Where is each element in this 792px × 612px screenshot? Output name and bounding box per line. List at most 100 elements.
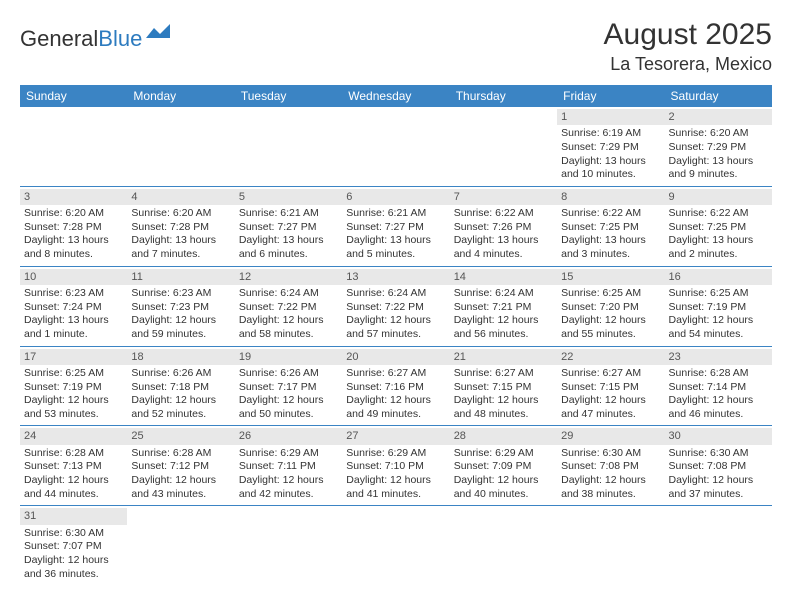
daylight-text: Daylight: 12 hours	[454, 394, 553, 408]
day-cell: 17Sunrise: 6:25 AMSunset: 7:19 PMDayligh…	[20, 347, 127, 426]
sunset-text: Sunset: 7:28 PM	[131, 221, 230, 235]
logo: GeneralBlue	[20, 26, 174, 52]
daylight-text: and 54 minutes.	[669, 328, 768, 342]
month-title: August 2025	[604, 18, 772, 52]
sunset-text: Sunset: 7:26 PM	[454, 221, 553, 235]
day-number: 31	[20, 508, 127, 524]
day-number: 8	[557, 189, 664, 205]
daylight-text: Daylight: 13 hours	[669, 155, 768, 169]
sunrise-text: Sunrise: 6:20 AM	[24, 207, 123, 221]
daylight-text: and 49 minutes.	[346, 408, 445, 422]
empty-cell	[342, 506, 449, 585]
daylight-text: and 2 minutes.	[669, 248, 768, 262]
sunrise-text: Sunrise: 6:22 AM	[454, 207, 553, 221]
sunset-text: Sunset: 7:12 PM	[131, 460, 230, 474]
daylight-text: Daylight: 12 hours	[131, 394, 230, 408]
sunrise-text: Sunrise: 6:28 AM	[24, 447, 123, 461]
sunrise-text: Sunrise: 6:24 AM	[454, 287, 553, 301]
daylight-text: Daylight: 12 hours	[669, 474, 768, 488]
day-number: 24	[20, 428, 127, 444]
sunset-text: Sunset: 7:15 PM	[454, 381, 553, 395]
day-number: 28	[450, 428, 557, 444]
daylight-text: and 7 minutes.	[131, 248, 230, 262]
empty-cell	[557, 506, 664, 585]
day-number: 18	[127, 349, 234, 365]
sunrise-text: Sunrise: 6:27 AM	[561, 367, 660, 381]
day-cell: 9Sunrise: 6:22 AMSunset: 7:25 PMDaylight…	[665, 187, 772, 266]
empty-cell	[235, 506, 342, 585]
day-number: 12	[235, 269, 342, 285]
daylight-text: and 8 minutes.	[24, 248, 123, 262]
daylight-text: Daylight: 12 hours	[454, 474, 553, 488]
daylight-text: Daylight: 12 hours	[24, 394, 123, 408]
sunrise-text: Sunrise: 6:21 AM	[239, 207, 338, 221]
sunrise-text: Sunrise: 6:25 AM	[669, 287, 768, 301]
logo-flag-icon	[146, 22, 174, 48]
sunset-text: Sunset: 7:22 PM	[239, 301, 338, 315]
week-row: 24Sunrise: 6:28 AMSunset: 7:13 PMDayligh…	[20, 426, 772, 506]
sunrise-text: Sunrise: 6:25 AM	[561, 287, 660, 301]
daylight-text: and 9 minutes.	[669, 168, 768, 182]
sunset-text: Sunset: 7:19 PM	[669, 301, 768, 315]
sunset-text: Sunset: 7:16 PM	[346, 381, 445, 395]
day-number: 5	[235, 189, 342, 205]
day-cell: 4Sunrise: 6:20 AMSunset: 7:28 PMDaylight…	[127, 187, 234, 266]
sunset-text: Sunset: 7:18 PM	[131, 381, 230, 395]
daylight-text: and 55 minutes.	[561, 328, 660, 342]
daylight-text: Daylight: 13 hours	[669, 234, 768, 248]
day-number: 10	[20, 269, 127, 285]
daylight-text: Daylight: 12 hours	[561, 474, 660, 488]
day-cell: 11Sunrise: 6:23 AMSunset: 7:23 PMDayligh…	[127, 267, 234, 346]
day-header: Sunday	[20, 85, 127, 107]
daylight-text: and 48 minutes.	[454, 408, 553, 422]
day-cell: 14Sunrise: 6:24 AMSunset: 7:21 PMDayligh…	[450, 267, 557, 346]
daylight-text: Daylight: 13 hours	[24, 314, 123, 328]
day-cell: 15Sunrise: 6:25 AMSunset: 7:20 PMDayligh…	[557, 267, 664, 346]
sunrise-text: Sunrise: 6:28 AM	[669, 367, 768, 381]
daylight-text: and 43 minutes.	[131, 488, 230, 502]
sunset-text: Sunset: 7:10 PM	[346, 460, 445, 474]
daylight-text: and 10 minutes.	[561, 168, 660, 182]
day-number: 14	[450, 269, 557, 285]
sunrise-text: Sunrise: 6:21 AM	[346, 207, 445, 221]
day-number: 21	[450, 349, 557, 365]
sunrise-text: Sunrise: 6:20 AM	[669, 127, 768, 141]
sunset-text: Sunset: 7:25 PM	[561, 221, 660, 235]
daylight-text: Daylight: 12 hours	[669, 314, 768, 328]
sunset-text: Sunset: 7:08 PM	[561, 460, 660, 474]
week-row: 10Sunrise: 6:23 AMSunset: 7:24 PMDayligh…	[20, 267, 772, 347]
day-header-row: SundayMondayTuesdayWednesdayThursdayFrid…	[20, 85, 772, 107]
sunrise-text: Sunrise: 6:28 AM	[131, 447, 230, 461]
day-cell: 12Sunrise: 6:24 AMSunset: 7:22 PMDayligh…	[235, 267, 342, 346]
sunset-text: Sunset: 7:24 PM	[24, 301, 123, 315]
daylight-text: and 3 minutes.	[561, 248, 660, 262]
week-row: 1Sunrise: 6:19 AMSunset: 7:29 PMDaylight…	[20, 107, 772, 187]
day-number: 13	[342, 269, 449, 285]
daylight-text: Daylight: 12 hours	[669, 394, 768, 408]
day-cell: 19Sunrise: 6:26 AMSunset: 7:17 PMDayligh…	[235, 347, 342, 426]
daylight-text: and 6 minutes.	[239, 248, 338, 262]
sunset-text: Sunset: 7:29 PM	[669, 141, 768, 155]
sunrise-text: Sunrise: 6:29 AM	[346, 447, 445, 461]
day-header: Tuesday	[235, 85, 342, 107]
day-number: 3	[20, 189, 127, 205]
daylight-text: Daylight: 13 hours	[239, 234, 338, 248]
daylight-text: and 42 minutes.	[239, 488, 338, 502]
day-number: 7	[450, 189, 557, 205]
daylight-text: and 5 minutes.	[346, 248, 445, 262]
calendar-table: SundayMondayTuesdayWednesdayThursdayFrid…	[20, 85, 772, 585]
sunrise-text: Sunrise: 6:22 AM	[669, 207, 768, 221]
sunrise-text: Sunrise: 6:24 AM	[239, 287, 338, 301]
day-number: 16	[665, 269, 772, 285]
daylight-text: and 4 minutes.	[454, 248, 553, 262]
daylight-text: Daylight: 12 hours	[131, 314, 230, 328]
sunset-text: Sunset: 7:15 PM	[561, 381, 660, 395]
daylight-text: and 59 minutes.	[131, 328, 230, 342]
daylight-text: Daylight: 12 hours	[131, 474, 230, 488]
daylight-text: and 38 minutes.	[561, 488, 660, 502]
sunrise-text: Sunrise: 6:23 AM	[24, 287, 123, 301]
day-number: 19	[235, 349, 342, 365]
sunrise-text: Sunrise: 6:24 AM	[346, 287, 445, 301]
day-number: 23	[665, 349, 772, 365]
daylight-text: Daylight: 12 hours	[346, 474, 445, 488]
